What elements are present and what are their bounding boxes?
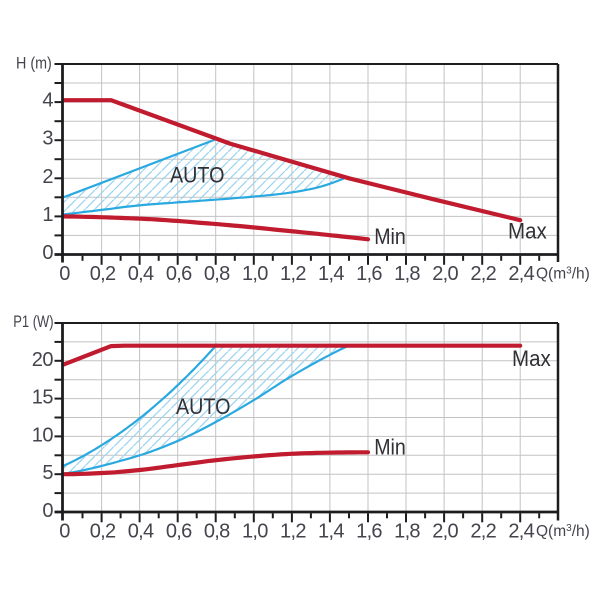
svg-text:1,0: 1,0: [242, 521, 268, 543]
svg-text:0,2: 0,2: [90, 521, 116, 543]
svg-text:Q(m3/h): Q(m3/h): [536, 266, 590, 283]
svg-text:P1 (W): P1 (W): [13, 312, 53, 331]
svg-text:0: 0: [59, 521, 70, 543]
svg-text:1,4: 1,4: [318, 263, 344, 285]
svg-text:1,4: 1,4: [318, 521, 344, 543]
svg-text:0,8: 0,8: [204, 521, 230, 543]
svg-text:Q(m3/h): Q(m3/h): [536, 523, 590, 540]
svg-text:Max: Max: [508, 219, 547, 244]
svg-text:0,6: 0,6: [166, 263, 192, 285]
svg-text:0,8: 0,8: [204, 263, 230, 285]
svg-text:0: 0: [42, 242, 53, 264]
svg-text:2,2: 2,2: [470, 263, 496, 285]
svg-text:0,4: 0,4: [128, 521, 154, 543]
svg-text:0,2: 0,2: [90, 263, 116, 285]
svg-text:10: 10: [32, 424, 54, 446]
svg-text:20: 20: [32, 349, 54, 371]
svg-text:5: 5: [42, 462, 53, 484]
svg-text:3: 3: [42, 128, 53, 150]
svg-text:0: 0: [59, 263, 70, 285]
svg-text:AUTO: AUTO: [176, 394, 231, 419]
svg-text:1: 1: [42, 204, 53, 226]
svg-text:0,4: 0,4: [128, 263, 154, 285]
svg-text:1,2: 1,2: [280, 521, 306, 543]
svg-text:0,6: 0,6: [166, 521, 192, 543]
svg-text:Min: Min: [374, 435, 406, 460]
svg-text:2,0: 2,0: [432, 263, 458, 285]
svg-text:AUTO: AUTO: [170, 163, 225, 188]
svg-text:1,6: 1,6: [356, 521, 382, 543]
svg-text:0: 0: [42, 500, 53, 522]
svg-text:1,0: 1,0: [242, 263, 268, 285]
svg-text:4: 4: [42, 90, 53, 112]
svg-text:1,8: 1,8: [394, 521, 420, 543]
svg-text:2,2: 2,2: [470, 521, 496, 543]
svg-text:1,8: 1,8: [394, 263, 420, 285]
svg-text:2,0: 2,0: [432, 521, 458, 543]
svg-text:H (m): H (m): [16, 53, 52, 72]
svg-text:2,4: 2,4: [508, 521, 534, 543]
svg-text:2: 2: [42, 166, 53, 188]
svg-text:Min: Min: [374, 224, 406, 249]
svg-text:2,4: 2,4: [508, 263, 534, 285]
svg-text:15: 15: [32, 387, 54, 409]
svg-text:1,6: 1,6: [356, 263, 382, 285]
svg-text:Max: Max: [512, 346, 551, 371]
svg-text:1,2: 1,2: [280, 263, 306, 285]
